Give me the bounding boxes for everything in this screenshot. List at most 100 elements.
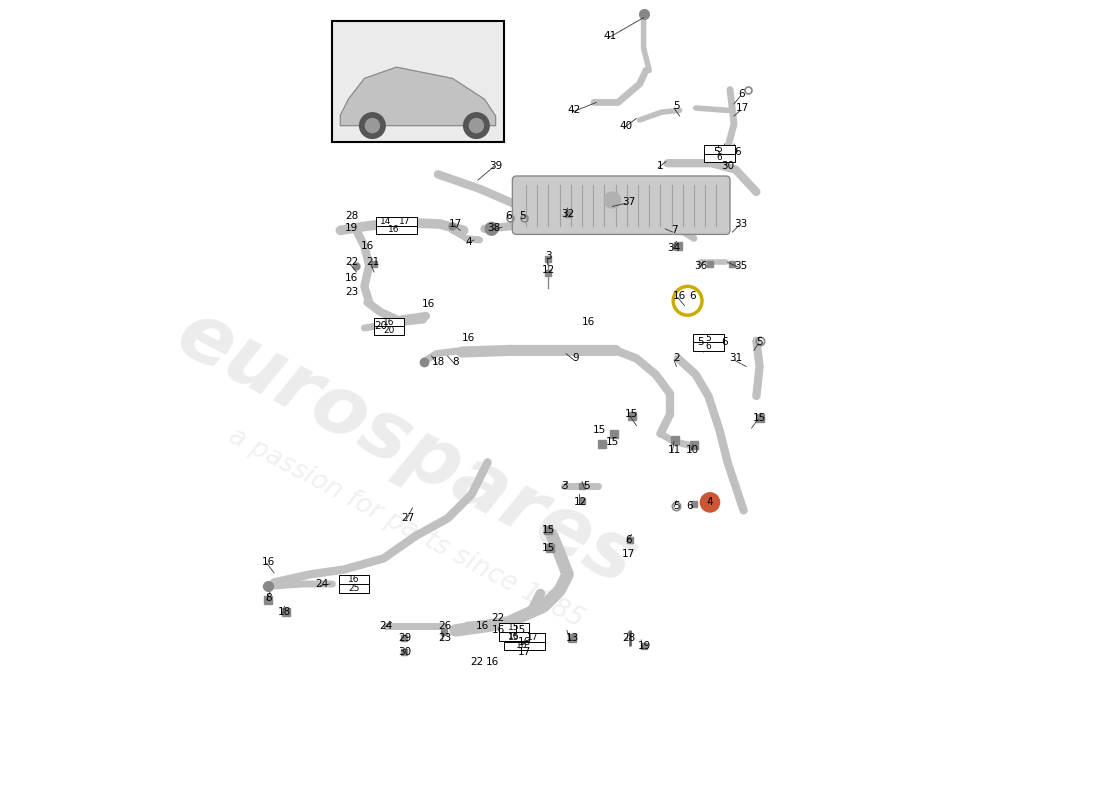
Text: 27: 27 bbox=[402, 514, 415, 523]
Text: 26: 26 bbox=[438, 621, 451, 630]
Circle shape bbox=[360, 113, 385, 138]
Text: 16: 16 bbox=[518, 637, 531, 646]
Circle shape bbox=[701, 493, 719, 512]
Circle shape bbox=[485, 222, 498, 235]
Text: 28: 28 bbox=[345, 211, 359, 221]
Text: 5: 5 bbox=[583, 482, 590, 491]
Text: 18: 18 bbox=[431, 357, 444, 366]
Text: 11: 11 bbox=[668, 445, 681, 454]
Text: 22: 22 bbox=[470, 658, 483, 667]
Text: 5: 5 bbox=[713, 147, 719, 157]
Text: 14: 14 bbox=[381, 217, 392, 226]
Text: 3: 3 bbox=[561, 482, 568, 491]
Text: 15: 15 bbox=[508, 623, 519, 632]
Text: 17: 17 bbox=[621, 549, 635, 558]
Text: 6: 6 bbox=[717, 154, 723, 162]
Text: 37: 37 bbox=[621, 197, 635, 206]
Text: 22: 22 bbox=[345, 258, 359, 267]
Text: 34: 34 bbox=[668, 243, 681, 253]
Text: 16: 16 bbox=[508, 632, 519, 641]
Text: 16: 16 bbox=[516, 642, 528, 650]
Text: 4: 4 bbox=[465, 237, 472, 246]
Polygon shape bbox=[340, 67, 496, 126]
Text: 16: 16 bbox=[582, 317, 595, 326]
Text: 5: 5 bbox=[757, 338, 763, 347]
Text: 15: 15 bbox=[513, 626, 526, 635]
Text: eurospares: eurospares bbox=[163, 294, 649, 602]
Text: 6: 6 bbox=[505, 211, 512, 221]
Text: 2: 2 bbox=[673, 354, 680, 363]
Text: 5: 5 bbox=[717, 145, 723, 154]
Text: 16: 16 bbox=[673, 291, 686, 301]
Text: 38: 38 bbox=[487, 223, 500, 233]
Text: 16: 16 bbox=[345, 274, 359, 283]
Text: 40: 40 bbox=[619, 121, 632, 130]
Text: 25: 25 bbox=[349, 584, 360, 593]
Text: 17: 17 bbox=[518, 647, 531, 657]
Text: 23: 23 bbox=[438, 634, 451, 643]
Text: 17: 17 bbox=[736, 103, 749, 113]
Text: 21: 21 bbox=[366, 258, 379, 267]
Text: 30: 30 bbox=[720, 161, 734, 170]
Text: 16: 16 bbox=[486, 658, 499, 667]
Text: 5: 5 bbox=[519, 211, 526, 221]
Text: 17: 17 bbox=[527, 633, 538, 642]
FancyBboxPatch shape bbox=[513, 176, 730, 234]
Text: 15: 15 bbox=[754, 413, 767, 422]
Text: 15: 15 bbox=[593, 426, 606, 435]
Text: 12: 12 bbox=[542, 266, 556, 275]
Text: 17: 17 bbox=[449, 219, 462, 229]
Text: 15: 15 bbox=[606, 437, 619, 446]
Text: 23: 23 bbox=[345, 287, 359, 297]
Text: 16: 16 bbox=[349, 575, 360, 584]
Text: a passion for parts since 1985: a passion for parts since 1985 bbox=[224, 423, 588, 633]
Bar bbox=[339, 575, 370, 593]
Text: 17: 17 bbox=[398, 217, 410, 226]
Text: 5: 5 bbox=[673, 501, 680, 510]
Bar bbox=[693, 334, 724, 351]
Text: 15: 15 bbox=[542, 543, 556, 553]
Text: 3: 3 bbox=[546, 251, 552, 261]
Bar bbox=[504, 633, 546, 650]
Text: 12: 12 bbox=[574, 498, 587, 507]
Text: 6: 6 bbox=[739, 90, 746, 99]
Text: 6: 6 bbox=[689, 291, 695, 301]
Text: 15: 15 bbox=[508, 633, 519, 642]
Text: 22: 22 bbox=[492, 613, 505, 622]
Text: 19: 19 bbox=[638, 642, 651, 651]
Text: 33: 33 bbox=[734, 219, 747, 229]
Text: 10: 10 bbox=[685, 445, 698, 454]
Circle shape bbox=[604, 192, 620, 208]
Text: 15: 15 bbox=[542, 525, 556, 534]
Text: 16: 16 bbox=[262, 557, 275, 566]
Text: 39: 39 bbox=[490, 161, 503, 170]
Text: 20: 20 bbox=[384, 326, 395, 335]
Circle shape bbox=[463, 113, 490, 138]
Text: 20: 20 bbox=[374, 322, 387, 331]
Text: 16: 16 bbox=[421, 299, 434, 309]
Text: 6: 6 bbox=[686, 501, 693, 510]
Bar bbox=[375, 217, 417, 234]
Text: 16: 16 bbox=[492, 626, 505, 635]
Text: 28: 28 bbox=[621, 634, 635, 643]
Text: 16: 16 bbox=[388, 226, 399, 234]
Text: 5: 5 bbox=[697, 338, 704, 347]
Text: 18: 18 bbox=[278, 607, 292, 617]
Text: 16: 16 bbox=[475, 621, 488, 630]
Text: 5: 5 bbox=[673, 101, 680, 110]
Text: 6: 6 bbox=[705, 342, 712, 351]
Text: 42: 42 bbox=[568, 106, 581, 115]
Text: 6: 6 bbox=[722, 338, 728, 347]
Bar bbox=[704, 145, 735, 162]
Text: 8: 8 bbox=[265, 594, 272, 603]
Text: 6: 6 bbox=[625, 535, 631, 545]
Text: 16: 16 bbox=[361, 242, 374, 251]
Text: 41: 41 bbox=[604, 31, 617, 41]
Circle shape bbox=[470, 118, 483, 133]
Text: 5: 5 bbox=[705, 334, 712, 342]
Bar bbox=[498, 623, 529, 641]
Text: 16: 16 bbox=[384, 318, 395, 326]
Text: 15: 15 bbox=[625, 410, 638, 419]
Text: 32: 32 bbox=[561, 210, 574, 219]
Text: 19: 19 bbox=[345, 223, 359, 233]
